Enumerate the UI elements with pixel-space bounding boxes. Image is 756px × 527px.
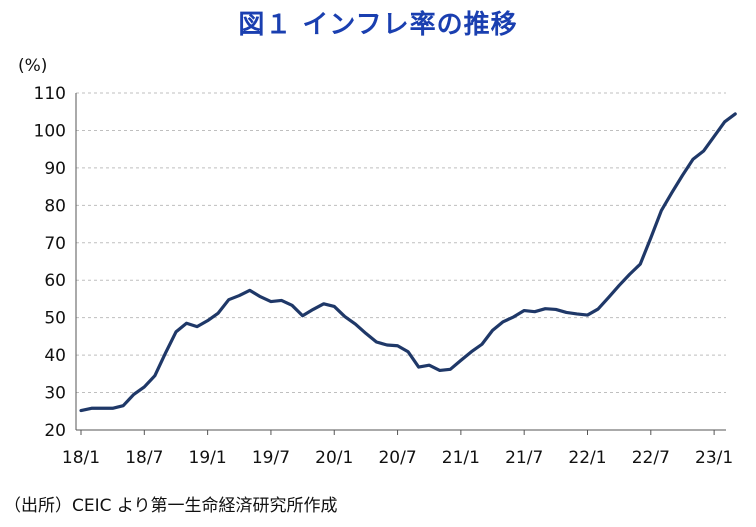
x-tick-label-19-1: 19/1 — [189, 448, 227, 468]
data-point-19-3 — [227, 298, 231, 302]
x-tick-label-22-7: 22/7 — [632, 448, 670, 468]
data-point-22-6 — [638, 262, 642, 266]
source-note: （出所）CEIC より第一生命経済研究所作成 — [4, 496, 338, 516]
data-point-21-11 — [564, 310, 568, 314]
data-point-21-10 — [554, 307, 558, 311]
data-point-18-8 — [153, 374, 157, 378]
y-tick-label-50: 50 — [44, 309, 66, 329]
data-point-23-2 — [723, 120, 727, 124]
data-point-18-7 — [142, 385, 146, 389]
data-point-23-1 — [712, 134, 716, 138]
data-point-20-6 — [385, 343, 389, 347]
y-tick-label-30: 30 — [44, 384, 66, 404]
y-tick-label-70: 70 — [44, 234, 66, 254]
data-point-22-7 — [649, 236, 653, 240]
data-point-19-9 — [290, 303, 294, 307]
data-point-21-8 — [533, 310, 537, 314]
x-tick-label-23-1: 23/1 — [695, 448, 733, 468]
data-point-18-11 — [185, 321, 189, 325]
data-point-20-11 — [438, 368, 442, 372]
data-point-21-4 — [491, 328, 495, 332]
y-axis-unit-label: (%) — [18, 56, 48, 76]
y-tick-label-60: 60 — [44, 271, 66, 291]
data-point-20-2 — [343, 315, 347, 319]
data-point-18-2 — [90, 406, 94, 410]
data-point-21-9 — [543, 307, 547, 311]
data-point-21-1 — [459, 358, 463, 362]
x-tick-label-22-1: 22/1 — [568, 448, 606, 468]
data-point-18-5 — [121, 404, 125, 408]
data-point-19-11 — [311, 307, 315, 311]
data-point-20-12 — [448, 367, 452, 371]
data-point-19-8 — [279, 298, 283, 302]
y-tick-label-110: 110 — [34, 84, 66, 104]
x-tick-label-20-7: 20/7 — [378, 448, 416, 468]
data-point-18-10 — [174, 330, 178, 334]
data-point-19-5 — [248, 288, 252, 292]
x-tick-label-21-1: 21/1 — [442, 448, 480, 468]
data-point-20-1 — [332, 304, 336, 308]
data-point-21-6 — [512, 315, 516, 319]
y-tick-labels: 20 30 40 50 60 70 80 90 100 110 — [34, 84, 66, 441]
data-point-19-4 — [237, 294, 241, 298]
data-point-20-5 — [374, 340, 378, 344]
grid-lines — [76, 92, 726, 394]
data-point-18-9 — [163, 351, 167, 355]
data-point-22-4 — [617, 283, 621, 287]
y-tick-label-20: 20 — [44, 421, 66, 441]
data-point-21-12 — [575, 312, 579, 316]
data-point-20-9 — [417, 365, 421, 369]
data-point-18-1 — [79, 409, 83, 413]
data-point-21-3 — [480, 342, 484, 346]
x-tick-label-19-7: 19/7 — [252, 448, 290, 468]
data-point-21-5 — [501, 320, 505, 324]
data-point-19-6 — [258, 295, 262, 299]
data-point-22-12 — [702, 149, 706, 153]
data-point-22-8 — [659, 209, 663, 213]
data-point-19-12 — [322, 302, 326, 306]
data-point-19-2 — [216, 311, 220, 315]
inflation-line-chart: 20 30 40 50 60 70 80 90 100 110 18/1 18/7 19/1 19/7 2… — [34, 84, 737, 468]
data-point-20-3 — [353, 322, 357, 326]
axes — [75, 93, 726, 435]
y-tick-label-40: 40 — [44, 346, 66, 366]
series-line-inflation — [79, 112, 737, 413]
x-tick-label-18-1: 18/1 — [62, 448, 100, 468]
data-point-20-10 — [427, 363, 431, 367]
data-point-18-3 — [100, 406, 104, 410]
data-point-19-7 — [269, 300, 273, 304]
data-point-23-3 — [733, 112, 737, 116]
data-point-20-7 — [396, 344, 400, 348]
data-point-20-4 — [364, 331, 368, 335]
x-tick-label-20-1: 20/1 — [315, 448, 353, 468]
data-point-21-2 — [469, 350, 473, 354]
data-point-22-3 — [607, 295, 611, 299]
chart-title: 図１ インフレ率の推移 — [238, 10, 518, 40]
y-tick-label-80: 80 — [44, 196, 66, 216]
x-tick-label-21-7: 21/7 — [505, 448, 543, 468]
y-tick-label-90: 90 — [44, 159, 66, 179]
data-point-22-5 — [628, 272, 632, 276]
data-point-20-8 — [406, 350, 410, 354]
data-point-22-10 — [680, 173, 684, 177]
data-point-19-10 — [301, 314, 305, 318]
data-point-19-1 — [206, 319, 210, 323]
data-point-22-11 — [691, 157, 695, 161]
y-tick-label-100: 100 — [34, 121, 66, 141]
data-point-22-1 — [585, 313, 589, 317]
data-point-18-6 — [132, 392, 136, 396]
series-layer — [79, 112, 737, 413]
data-point-22-9 — [670, 191, 674, 195]
data-point-22-2 — [596, 307, 600, 311]
data-point-21-7 — [522, 309, 526, 313]
x-tick-labels: 18/1 18/7 19/1 19/7 20/1 20/7 21/1 21/7 22/1 22/7… — [62, 448, 733, 468]
data-point-18-4 — [111, 406, 115, 410]
x-tick-label-18-7: 18/7 — [125, 448, 163, 468]
data-point-18-12 — [195, 325, 199, 329]
